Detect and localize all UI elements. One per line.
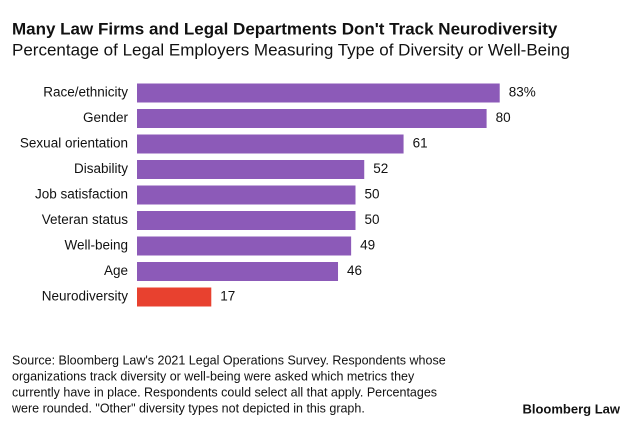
chart-title: Many Law Firms and Legal Departments Don… — [12, 19, 558, 38]
bar — [137, 185, 356, 205]
bar — [137, 287, 212, 307]
category-label: Job satisfaction — [35, 187, 128, 202]
category-label: Disability — [74, 161, 128, 176]
value-label: 61 — [413, 136, 428, 151]
value-label: 50 — [365, 187, 380, 202]
value-label: 17 — [220, 289, 235, 304]
category-label: Sexual orientation — [20, 136, 128, 151]
source-note: organizations track diversity or well-be… — [12, 369, 415, 383]
category-label: Race/ethnicity — [43, 85, 128, 100]
category-label: Gender — [83, 110, 129, 125]
value-label: 46 — [347, 263, 362, 278]
bar — [137, 83, 500, 103]
category-label: Neurodiversity — [42, 289, 129, 304]
source-note: Source: Bloomberg Law's 2021 Legal Opera… — [12, 353, 446, 367]
category-label: Age — [104, 263, 128, 278]
category-label: Well-being — [64, 238, 128, 253]
bar — [137, 109, 487, 128]
chart-subtitle: Percentage of Legal Employers Measuring … — [12, 40, 570, 59]
bar — [137, 211, 356, 230]
value-label: 80 — [496, 110, 511, 125]
value-label: 49 — [360, 238, 375, 253]
bar — [137, 262, 339, 281]
bar — [137, 160, 365, 179]
source-note: were rounded. "Other" diversity types no… — [11, 401, 365, 415]
value-label: 50 — [365, 212, 380, 227]
source-note: currently have in place. Respondents cou… — [12, 385, 437, 399]
bar — [137, 236, 352, 256]
value-label: 52 — [373, 161, 388, 176]
category-label: Veteran status — [42, 212, 129, 227]
bar — [137, 134, 404, 154]
value-label: 83% — [509, 85, 536, 100]
brand: Bloomberg Law — [522, 401, 620, 416]
